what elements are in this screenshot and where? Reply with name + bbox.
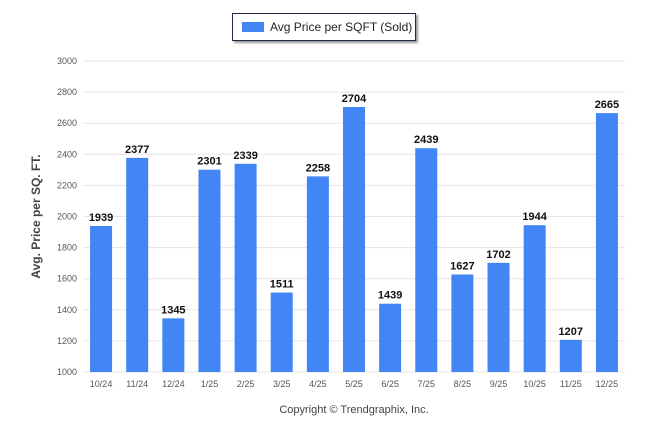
bar xyxy=(379,303,402,372)
data-label: 2339 xyxy=(233,150,257,162)
x-tick-label: 9/25 xyxy=(490,379,508,389)
bar xyxy=(559,339,582,372)
data-label: 1944 xyxy=(522,211,547,223)
data-label: 2258 xyxy=(306,162,330,174)
x-tick-label: 6/25 xyxy=(381,379,399,389)
data-label: 1511 xyxy=(270,279,294,291)
bar xyxy=(415,148,438,372)
y-axis-title: Avg. Price per SQ. FT. xyxy=(29,154,43,278)
data-label: 1439 xyxy=(378,290,402,302)
y-tick-label: 1200 xyxy=(57,336,77,346)
y-tick-label: 2200 xyxy=(57,180,77,190)
bar xyxy=(90,225,113,372)
bar xyxy=(306,176,329,372)
data-label: 1627 xyxy=(450,261,474,273)
bar xyxy=(234,163,257,372)
x-tick-label: 12/24 xyxy=(162,379,185,389)
y-tick-label: 2000 xyxy=(57,212,77,222)
data-label: 2665 xyxy=(595,99,619,111)
bar xyxy=(523,225,546,372)
bar xyxy=(162,318,185,372)
x-tick-label: 3/25 xyxy=(273,379,291,389)
data-label: 1702 xyxy=(486,249,510,261)
y-tick-label: 2600 xyxy=(57,118,77,128)
data-label: 1207 xyxy=(559,326,583,338)
data-label: 2301 xyxy=(197,156,221,168)
x-tick-label: 10/24 xyxy=(90,379,113,389)
x-tick-label: 2/25 xyxy=(237,379,255,389)
data-label: 1939 xyxy=(89,212,113,224)
y-tick-label: 1000 xyxy=(57,367,77,377)
bar xyxy=(595,113,618,372)
y-tick-label: 2400 xyxy=(57,149,77,159)
x-tick-label: 7/25 xyxy=(418,379,436,389)
x-tick-label: 11/24 xyxy=(126,379,148,389)
legend-swatch xyxy=(242,22,264,32)
bar xyxy=(198,169,221,372)
y-tick-label: 1600 xyxy=(57,274,77,284)
x-tick-label: 1/25 xyxy=(201,379,219,389)
data-label: 2439 xyxy=(414,134,438,146)
y-tick-label: 1400 xyxy=(57,305,77,315)
data-label: 2704 xyxy=(342,93,367,105)
legend-label: Avg Price per SQFT (Sold) xyxy=(270,20,413,34)
y-tick-label: 1800 xyxy=(57,243,77,253)
x-tick-label: 8/25 xyxy=(454,379,472,389)
bar xyxy=(451,274,474,372)
x-tick-label: 11/25 xyxy=(560,379,582,389)
x-tick-label: 5/25 xyxy=(345,379,363,389)
legend: Avg Price per SQFT (Sold) xyxy=(232,13,416,41)
bar xyxy=(487,262,510,372)
x-tick-label: 12/25 xyxy=(596,379,619,389)
bar xyxy=(270,292,293,372)
data-label: 2377 xyxy=(125,144,149,156)
bar xyxy=(126,157,149,372)
bar xyxy=(343,107,365,372)
x-tick-label: 4/25 xyxy=(309,379,327,389)
y-tick-label: 3000 xyxy=(57,56,77,66)
x-tick-label: 10/25 xyxy=(523,379,546,389)
y-tick-label: 2800 xyxy=(57,87,77,97)
data-label: 1345 xyxy=(161,304,185,316)
copyright-footer: Copyright © Trendgraphix, Inc. xyxy=(279,404,428,416)
